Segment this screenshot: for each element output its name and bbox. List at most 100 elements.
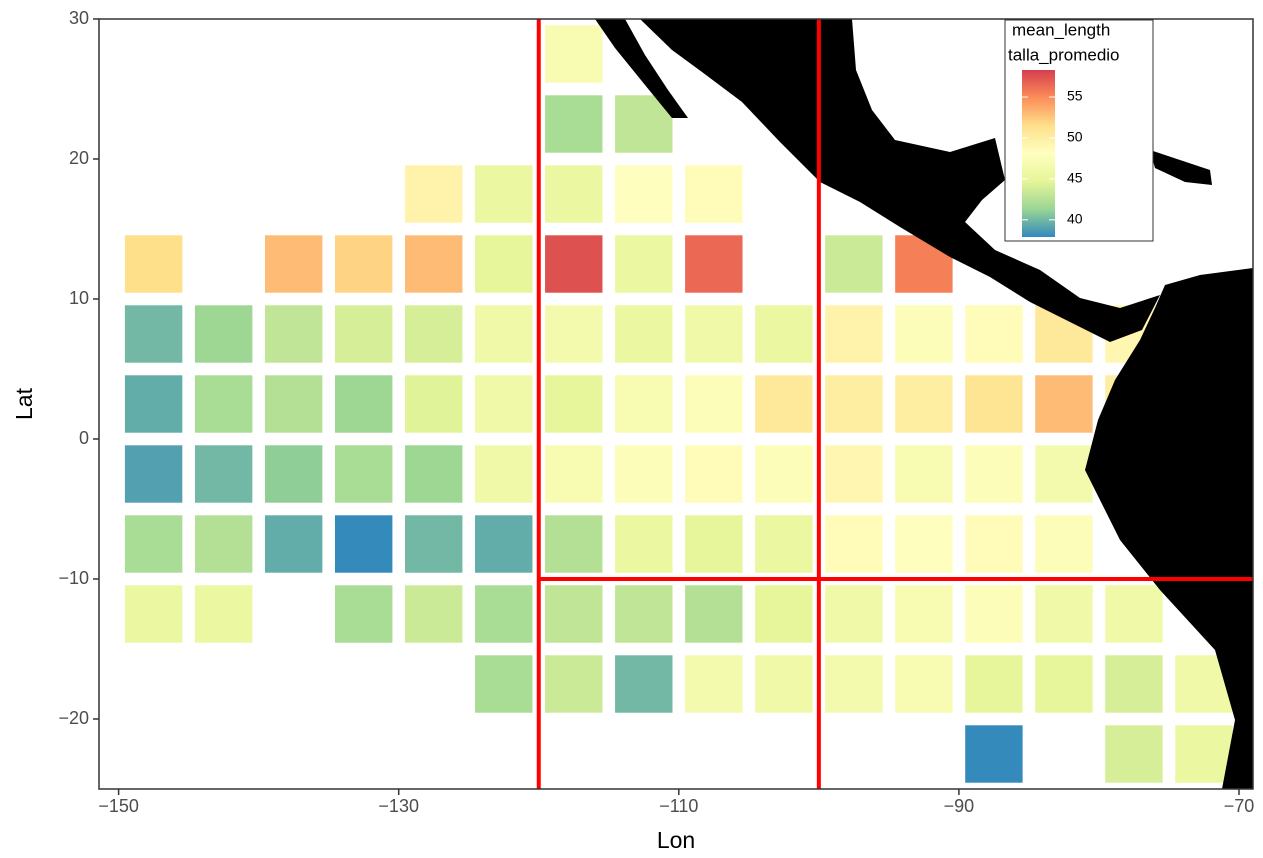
tile <box>1105 655 1163 713</box>
tile <box>685 585 743 643</box>
tile <box>194 445 253 503</box>
tile <box>685 165 743 223</box>
tile <box>475 165 533 223</box>
tile <box>685 305 743 363</box>
y-tick-label: −20 <box>58 708 89 728</box>
colorbar-tick-label: 50 <box>1067 129 1083 145</box>
tile <box>825 305 883 363</box>
tile <box>615 165 673 223</box>
tile <box>545 515 603 573</box>
tile <box>1035 655 1093 713</box>
y-tick-label: −10 <box>58 568 89 588</box>
tile <box>615 515 673 573</box>
tile <box>264 235 323 293</box>
tile <box>545 655 603 713</box>
tile <box>545 25 603 83</box>
legend-title: mean_length <box>1012 20 1110 39</box>
tile <box>615 375 673 433</box>
tile <box>545 235 603 293</box>
tile <box>334 445 393 503</box>
tile <box>825 655 883 713</box>
tile <box>825 375 883 433</box>
tile <box>825 585 883 643</box>
plot-frame <box>98 18 1254 790</box>
tile <box>685 375 743 433</box>
x-tick-label: −130 <box>378 796 419 816</box>
tile <box>825 445 883 503</box>
y-tick-label: 30 <box>69 8 89 28</box>
tile <box>685 655 743 713</box>
colorbar-tick-label: 40 <box>1067 211 1083 227</box>
tile <box>475 235 533 293</box>
south-america <box>1085 268 1253 789</box>
x-tick-label: −70 <box>1224 796 1255 816</box>
tile <box>1035 445 1093 503</box>
tile <box>755 515 813 573</box>
tile <box>615 655 673 713</box>
tile <box>475 305 533 363</box>
tile <box>194 515 253 573</box>
tile <box>1035 515 1093 573</box>
tile <box>895 585 953 643</box>
tile <box>965 305 1023 363</box>
tile <box>194 585 253 643</box>
tile <box>965 515 1023 573</box>
tile <box>615 585 673 643</box>
tile <box>194 305 253 363</box>
tile <box>895 445 953 503</box>
tile <box>124 235 183 293</box>
tile <box>615 445 673 503</box>
tile <box>1035 585 1093 643</box>
tile <box>545 375 603 433</box>
tile <box>264 445 323 503</box>
tile <box>264 375 323 433</box>
tile <box>475 585 533 643</box>
y-tick-label: 10 <box>69 288 89 308</box>
tile <box>1175 725 1233 783</box>
axes: −150 −130 −110 −90 −70 −20 −10 0 10 20 30 <box>58 8 1254 816</box>
tile <box>545 305 603 363</box>
baja-california <box>595 19 688 118</box>
tile <box>334 515 393 573</box>
tile <box>755 585 813 643</box>
y-tick-label: 0 <box>79 428 89 448</box>
tile <box>1035 375 1093 433</box>
tile <box>895 655 953 713</box>
colorbar <box>1022 70 1055 237</box>
tile <box>405 445 463 503</box>
tile <box>615 235 673 293</box>
tile <box>965 585 1023 643</box>
tile <box>965 445 1023 503</box>
tile <box>895 515 953 573</box>
legend: mean_length talla_promedio 40 45 50 55 <box>1004 19 1154 242</box>
tile <box>334 585 393 643</box>
region-lines <box>536 19 1253 789</box>
tile <box>895 305 953 363</box>
tile <box>545 585 603 643</box>
tile <box>895 375 953 433</box>
tile <box>685 235 743 293</box>
tile <box>545 445 603 503</box>
tile <box>124 375 183 433</box>
tiles <box>124 25 1233 783</box>
caribbean-islands <box>1150 150 1212 185</box>
y-tick-label: 20 <box>69 148 89 168</box>
tile <box>965 375 1023 433</box>
tile <box>334 235 393 293</box>
x-tick-label: −90 <box>944 796 975 816</box>
tile <box>825 515 883 573</box>
tile <box>405 305 463 363</box>
tile <box>755 375 813 433</box>
tile <box>124 305 183 363</box>
tile <box>405 375 463 433</box>
tile <box>124 585 183 643</box>
colorbar-tick-label: 45 <box>1067 170 1083 186</box>
tile <box>965 725 1023 783</box>
tile <box>825 235 883 293</box>
tile <box>405 515 463 573</box>
y-axis-title: Lat <box>11 387 37 420</box>
colorbar-tick-label: 55 <box>1067 88 1083 104</box>
tile <box>755 655 813 713</box>
tile <box>334 375 393 433</box>
